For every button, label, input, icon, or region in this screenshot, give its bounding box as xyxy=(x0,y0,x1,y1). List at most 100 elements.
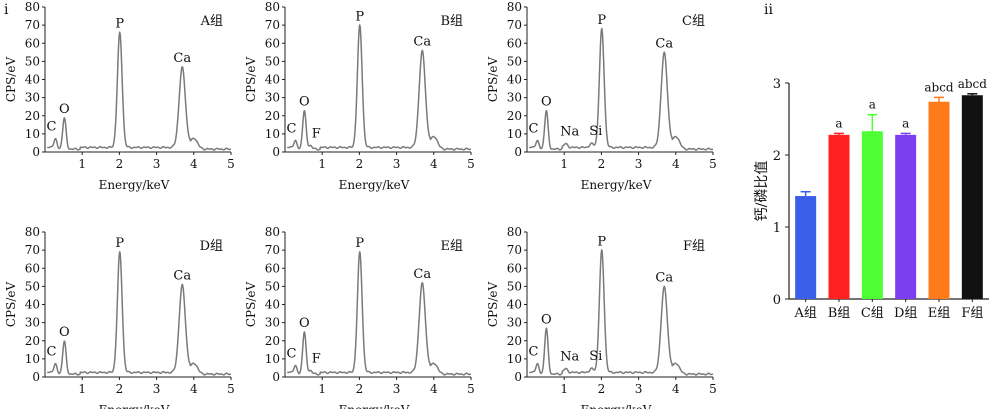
x-tick-label: 3 xyxy=(153,382,161,396)
peak-label-o: O xyxy=(541,95,552,110)
eds-spectrum-panel-2: 0 10 20 30 40 50 60 70 80 1 2 3 4 5 Energy/keV CPS/eV B组… xyxy=(244,0,475,192)
peak-label-c: C xyxy=(528,345,538,360)
spectrum-line xyxy=(47,30,232,151)
x-axis-label: Energy/keV xyxy=(581,403,652,409)
y-tick-label: 10 xyxy=(507,352,522,366)
peak-label-p: P xyxy=(597,13,606,28)
x-tick-label: 2 xyxy=(356,157,364,171)
peak-label-c: C xyxy=(286,346,296,361)
peak-label-ca: Ca xyxy=(173,51,191,66)
y-axis-label: CPS/eV xyxy=(244,57,258,103)
bar-y-tick-label: 0 xyxy=(773,293,781,308)
y-tick-label: 70 xyxy=(25,243,40,257)
bar-y-tick-label: 1 xyxy=(773,221,781,236)
y-tick-label: 70 xyxy=(265,18,280,32)
y-axis-label: CPS/eV xyxy=(4,57,18,103)
x-tick-label: 4 xyxy=(430,157,438,171)
x-tick-label: 3 xyxy=(393,382,401,396)
y-tick-label: 10 xyxy=(265,352,280,366)
bar-3 xyxy=(861,131,883,299)
y-tick-label: 80 xyxy=(265,0,280,14)
spectrum-line xyxy=(529,27,714,151)
spectrum-line xyxy=(529,248,714,376)
y-tick-label: 10 xyxy=(25,352,40,366)
y-tick-label: 20 xyxy=(265,109,280,123)
panel-title: B组 xyxy=(440,14,463,29)
x-tick-label: 5 xyxy=(227,157,235,171)
y-tick-label: 40 xyxy=(25,298,40,312)
category-label: C组 xyxy=(861,306,884,321)
y-tick-label: 10 xyxy=(25,127,40,141)
category-label: F组 xyxy=(961,306,983,321)
y-tick-label: 80 xyxy=(507,225,522,239)
x-axis-label: Energy/keV xyxy=(99,178,170,192)
y-tick-label: 30 xyxy=(265,316,280,330)
y-tick-label: 40 xyxy=(25,73,40,87)
y-tick-label: 0 xyxy=(272,145,280,159)
y-tick-label: 60 xyxy=(507,261,522,275)
peak-label-c: C xyxy=(46,120,56,135)
x-tick-label: 1 xyxy=(560,382,568,396)
y-axis-label: CPS/eV xyxy=(4,282,18,328)
y-tick-label: 50 xyxy=(265,54,280,68)
y-tick-label: 50 xyxy=(265,279,280,293)
y-tick-label: 0 xyxy=(272,370,280,384)
y-axis-label: CPS/eV xyxy=(244,282,258,328)
bar-y-tick-label: 2 xyxy=(773,149,781,164)
y-tick-label: 70 xyxy=(507,18,522,32)
bar-1 xyxy=(795,196,817,299)
ca-p-ratio-bar-chart: 0 1 2 3 钙/磷比值 A组 B组 a C组 a D组 a E组 abcd F组 abcd xyxy=(754,77,989,321)
peak-label-p: P xyxy=(355,9,364,24)
y-tick-label: 10 xyxy=(265,127,280,141)
eds-spectrum-panel-6: 0 10 20 30 40 50 60 70 80 1 2 3 4 5 Energy/keV CPS/eV F组… xyxy=(486,225,717,409)
y-tick-label: 40 xyxy=(265,298,280,312)
x-tick-label: 5 xyxy=(709,157,717,171)
category-label: B组 xyxy=(828,306,851,321)
bar-y-axis-label: 钙/磷比值 xyxy=(754,161,770,222)
y-tick-label: 80 xyxy=(25,225,40,239)
eds-spectrum-panel-4: 0 10 20 30 40 50 60 70 80 1 2 3 4 5 Energy/keV CPS/eV D组… xyxy=(4,225,235,409)
bar-2 xyxy=(828,134,850,299)
x-tick-label: 4 xyxy=(190,157,198,171)
y-tick-label: 0 xyxy=(514,370,522,384)
y-tick-label: 30 xyxy=(507,316,522,330)
peak-label-ca: Ca xyxy=(655,36,673,51)
peak-label-o: O xyxy=(59,102,70,117)
spectrum-line xyxy=(47,250,232,376)
peak-label-si: Si xyxy=(589,124,602,139)
bar-4 xyxy=(895,134,917,299)
category-label: E组 xyxy=(928,306,951,321)
peak-label-f: F xyxy=(312,126,321,141)
x-axis-label: Energy/keV xyxy=(99,403,170,409)
x-tick-label: 2 xyxy=(598,157,606,171)
x-tick-label: 5 xyxy=(709,382,717,396)
x-tick-label: 3 xyxy=(635,382,643,396)
x-tick-label: 3 xyxy=(393,157,401,171)
y-tick-label: 40 xyxy=(507,73,522,87)
x-tick-label: 1 xyxy=(318,157,326,171)
x-tick-label: 3 xyxy=(635,157,643,171)
x-tick-label: 5 xyxy=(467,157,475,171)
y-tick-label: 70 xyxy=(507,243,522,257)
eds-spectrum-panel-1: 0 10 20 30 40 50 60 70 80 1 2 3 4 5 Energy/keV CPS/eV A组… xyxy=(4,0,235,192)
peak-label-c: C xyxy=(528,121,538,136)
peak-label-o: O xyxy=(541,312,552,327)
y-tick-label: 80 xyxy=(507,0,522,14)
y-tick-label: 0 xyxy=(32,370,40,384)
peak-label-o: O xyxy=(59,325,70,340)
y-tick-label: 0 xyxy=(32,145,40,159)
y-tick-label: 20 xyxy=(25,109,40,123)
x-tick-label: 1 xyxy=(318,382,326,396)
peak-label-p: P xyxy=(115,236,124,251)
y-axis-label: CPS/eV xyxy=(486,57,500,103)
x-tick-label: 4 xyxy=(190,382,198,396)
y-tick-label: 20 xyxy=(507,334,522,348)
peak-label-ca: Ca xyxy=(655,270,673,285)
x-axis-label: Energy/keV xyxy=(339,403,410,409)
y-tick-label: 50 xyxy=(507,279,522,293)
x-tick-label: 2 xyxy=(116,157,124,171)
y-tick-label: 20 xyxy=(25,334,40,348)
significance-label: abcd xyxy=(958,77,988,91)
peak-label-na: Na xyxy=(560,125,579,140)
peak-label-o: O xyxy=(299,95,310,110)
